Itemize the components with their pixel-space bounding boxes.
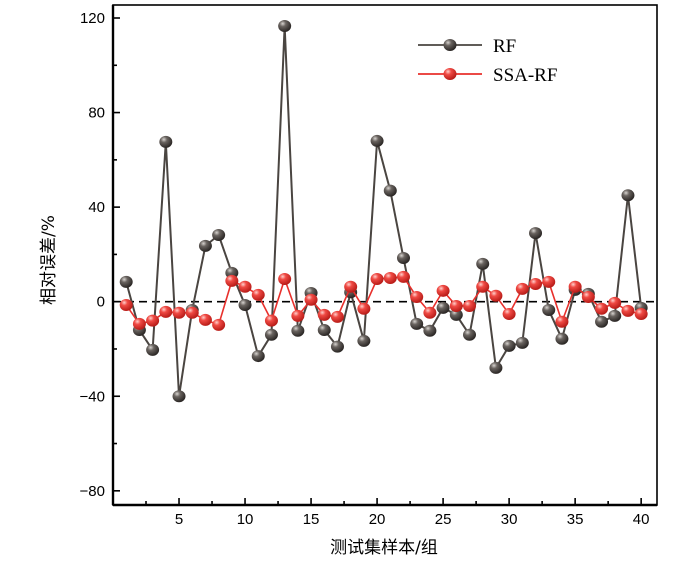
data-point-rf bbox=[529, 227, 543, 240]
x-tick-label: 15 bbox=[303, 511, 320, 528]
data-point-rf bbox=[515, 336, 529, 349]
data-point-ssa-rf bbox=[383, 272, 397, 285]
legend-label-ssa-rf: SSA-RF bbox=[493, 65, 557, 86]
data-point-ssa-rf bbox=[264, 314, 278, 327]
data-point-rf bbox=[278, 20, 292, 33]
data-point-ssa-rf bbox=[436, 284, 450, 297]
data-point-ssa-rf bbox=[423, 306, 437, 319]
data-point-ssa-rf bbox=[330, 310, 344, 323]
x-tick-label: 25 bbox=[435, 511, 452, 528]
data-point-ssa-rf bbox=[555, 315, 569, 328]
data-point-ssa-rf bbox=[344, 280, 358, 293]
data-point-rf bbox=[330, 340, 344, 353]
x-axis-label: 测试集样本/组 bbox=[330, 538, 438, 558]
x-tick-label: 5 bbox=[175, 511, 183, 528]
data-point-ssa-rf bbox=[608, 296, 622, 309]
y-tick-label: −40 bbox=[80, 388, 105, 405]
data-point-rf bbox=[476, 257, 490, 270]
data-point-ssa-rf bbox=[568, 280, 582, 293]
y-tick-label: 40 bbox=[88, 199, 105, 216]
data-point-ssa-rf bbox=[634, 307, 648, 320]
data-point-rf bbox=[198, 239, 212, 252]
legend-marker-rf bbox=[443, 39, 457, 51]
data-point-rf bbox=[119, 275, 133, 288]
data-point-ssa-rf bbox=[132, 317, 146, 330]
data-point-ssa-rf bbox=[542, 275, 556, 288]
data-point-rf bbox=[410, 317, 424, 330]
data-point-ssa-rf bbox=[146, 314, 160, 327]
data-point-rf bbox=[608, 309, 622, 322]
data-point-rf bbox=[555, 332, 569, 345]
legend: RF SSA-RF bbox=[418, 36, 557, 86]
data-point-rf bbox=[489, 361, 503, 374]
x-tick-label: 30 bbox=[501, 511, 518, 528]
legend-label-rf: RF bbox=[493, 36, 516, 57]
data-point-rf bbox=[317, 324, 331, 337]
y-tick-label: 80 bbox=[88, 105, 105, 122]
data-point-ssa-rf bbox=[396, 270, 410, 283]
data-point-rf bbox=[146, 343, 160, 356]
legend-marker-ssa-rf bbox=[443, 68, 457, 80]
data-point-rf bbox=[542, 303, 556, 316]
x-tick-label: 40 bbox=[633, 511, 650, 528]
data-point-rf bbox=[159, 135, 173, 148]
data-point-ssa-rf bbox=[238, 280, 252, 293]
data-point-ssa-rf bbox=[119, 299, 133, 311]
data-point-rf bbox=[396, 251, 410, 264]
data-point-ssa-rf bbox=[212, 318, 226, 331]
data-point-ssa-rf bbox=[317, 308, 331, 321]
x-tick-label: 20 bbox=[369, 511, 386, 528]
data-point-rf bbox=[212, 229, 226, 242]
y-tick-label: 120 bbox=[80, 10, 105, 27]
data-point-rf bbox=[502, 339, 516, 352]
data-point-rf bbox=[436, 301, 450, 314]
y-tick-label: 0 bbox=[97, 294, 105, 311]
data-point-ssa-rf bbox=[489, 289, 503, 302]
data-point-ssa-rf bbox=[304, 293, 318, 306]
data-point-ssa-rf bbox=[581, 290, 595, 303]
data-point-rf bbox=[238, 299, 252, 311]
data-point-rf bbox=[264, 328, 278, 341]
data-point-rf bbox=[595, 315, 609, 328]
data-point-ssa-rf bbox=[621, 304, 635, 317]
data-point-ssa-rf bbox=[529, 277, 543, 290]
data-point-ssa-rf bbox=[225, 274, 239, 287]
data-point-ssa-rf bbox=[476, 280, 490, 293]
data-point-ssa-rf bbox=[159, 305, 173, 318]
data-point-ssa-rf bbox=[198, 313, 212, 326]
data-point-rf bbox=[383, 184, 397, 197]
data-point-ssa-rf bbox=[291, 309, 305, 322]
data-point-ssa-rf bbox=[410, 290, 424, 303]
y-axis-label: 相对误差/% bbox=[39, 215, 59, 305]
data-point-rf bbox=[621, 189, 635, 202]
data-point-rf bbox=[251, 350, 265, 363]
data-point-rf bbox=[423, 324, 437, 337]
data-point-rf bbox=[449, 308, 463, 321]
x-tick-label: 35 bbox=[567, 511, 584, 528]
y-tick-label: −80 bbox=[80, 483, 105, 500]
data-point-rf bbox=[463, 328, 477, 341]
x-tick-label: 10 bbox=[237, 511, 254, 528]
data-point-ssa-rf bbox=[251, 288, 265, 301]
data-point-ssa-rf bbox=[370, 272, 384, 285]
data-point-ssa-rf bbox=[278, 272, 292, 285]
data-point-rf bbox=[370, 134, 384, 147]
plot-frame bbox=[112, 4, 658, 506]
data-point-ssa-rf bbox=[185, 306, 199, 319]
data-point-rf bbox=[357, 334, 371, 347]
data-point-ssa-rf bbox=[502, 307, 516, 320]
data-point-ssa-rf bbox=[357, 302, 371, 315]
data-point-ssa-rf bbox=[515, 282, 529, 295]
series-line-ssa-rf bbox=[125, 276, 642, 326]
data-point-ssa-rf bbox=[172, 306, 186, 319]
data-point-ssa-rf bbox=[449, 299, 463, 312]
series-line-rf bbox=[125, 25, 643, 397]
data-point-ssa-rf bbox=[463, 299, 477, 312]
data-point-ssa-rf bbox=[595, 302, 609, 315]
data-point-rf bbox=[291, 324, 305, 337]
data-point-rf bbox=[172, 390, 186, 403]
